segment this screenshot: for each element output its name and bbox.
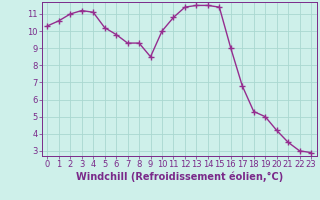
X-axis label: Windchill (Refroidissement éolien,°C): Windchill (Refroidissement éolien,°C) — [76, 172, 283, 182]
